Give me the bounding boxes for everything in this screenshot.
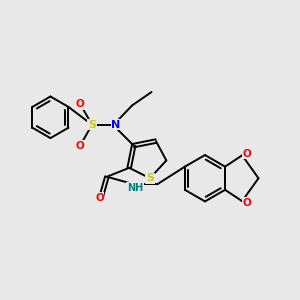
Text: O: O <box>242 149 251 159</box>
Text: O: O <box>76 140 85 151</box>
Text: O: O <box>242 198 251 208</box>
Text: S: S <box>146 173 154 183</box>
Text: NH: NH <box>127 183 143 193</box>
Text: N: N <box>111 120 120 130</box>
Text: O: O <box>95 193 104 202</box>
Text: S: S <box>88 120 96 130</box>
Text: O: O <box>76 99 85 109</box>
